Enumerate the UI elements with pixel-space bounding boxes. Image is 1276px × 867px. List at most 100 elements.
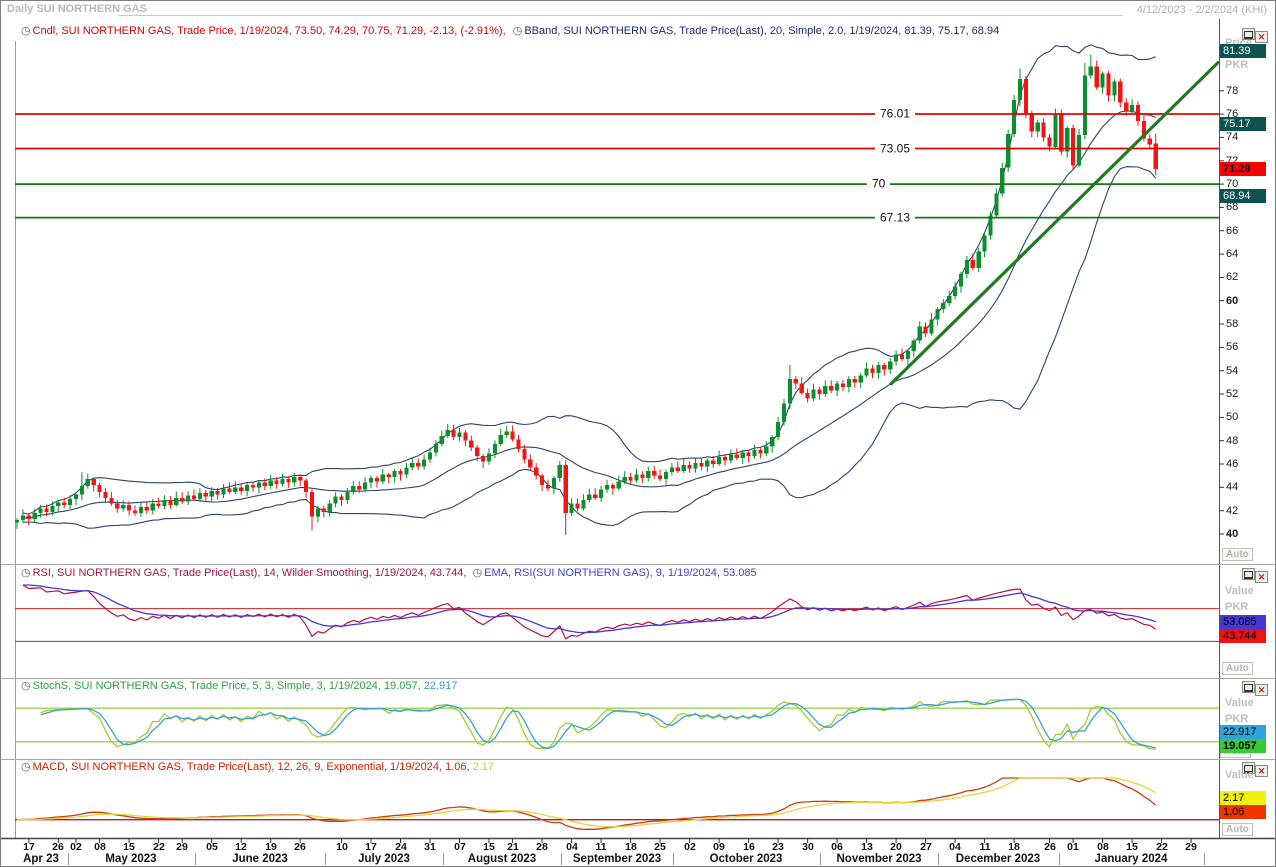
price-axis-currency: PKR [1225,59,1249,71]
stoch-axis-title: Value [1225,697,1254,709]
date-axis-tick: 22 [153,841,165,853]
price-badge: 68.94 [1220,189,1266,203]
date-axis-tick: 26 [294,841,306,853]
level-label-76-01[interactable]: 76.01 [875,106,916,121]
stoch-settings-icon[interactable]: ◷ [21,680,31,692]
date-axis-tick: 05 [206,841,218,853]
month-label: September 2023 [572,853,662,865]
price-axis-tick: 66 [1226,225,1239,237]
bband-settings-icon[interactable]: ◷ [512,25,523,37]
macd-signal-value: 2.17 [472,761,495,773]
candles-layer [14,54,1158,536]
minimize-icon[interactable] [1242,568,1255,580]
date-axis-tick: 12 [235,841,247,853]
trendline[interactable] [889,60,1221,386]
close-icon[interactable]: ✕ [1255,684,1268,696]
date-axis-tick: 23 [772,841,784,853]
stoch-axis-currency: PKR [1225,713,1249,725]
month-label: Apr 23 [23,853,59,865]
month-label: May 2023 [105,853,157,865]
cndl-settings-icon[interactable]: ◷ [21,25,31,37]
date-axis-tick: 20 [890,841,902,853]
date-axis-tick: 29 [1185,841,1197,853]
date-axis-tick: 08 [1097,841,1109,853]
date-axis-tick: 18 [1008,841,1020,853]
date-axis-tick: 25 [654,841,666,853]
structure-lines [1,15,1275,840]
close-icon[interactable]: ✕ [1255,765,1268,777]
date-axis-tick: 15 [1126,841,1138,853]
price-axis-tick: 40 [1226,528,1239,540]
level-label-73-05[interactable]: 73.05 [875,141,916,156]
ema-settings-icon[interactable]: ◷ [472,567,483,579]
month-separator [1204,853,1205,865]
macd-axis-title: Value [1225,769,1254,781]
indicator-badge: 43.744 [1220,629,1266,643]
date-axis-tick: 10 [336,841,348,853]
macd-window-controls: ✕ [1242,761,1268,779]
minimize-icon[interactable] [1242,762,1255,774]
window-title: Daily SUI NORTHERN GAS [7,3,147,15]
date-axis-tick: 26 [52,841,64,853]
macd-legend: MACD, SUI NORTHERN GAS, Trade Price(Last… [32,761,470,773]
indicator-badge: 19.057 [1220,739,1266,753]
rsi-axis-currency: PKR [1225,601,1249,613]
macd-auto-button[interactable]: Auto [1222,823,1253,836]
date-axis-tick: 06 [831,841,843,853]
minimize-icon[interactable] [1242,681,1255,693]
level-label-70[interactable]: 70 [867,176,891,191]
close-icon[interactable]: ✕ [1255,31,1268,43]
stoch-window-controls: ✕ [1242,680,1268,698]
date-axis-tick: 02 [70,841,82,853]
month-label: July 2023 [358,853,410,865]
ema-legend: EMA, RSI(SUI NORTHERN GAS), 9, 1/19/2024… [484,567,757,579]
date-axis-tick: 19 [265,841,277,853]
close-icon[interactable]: ✕ [1255,571,1268,583]
price-axis-tick: 42 [1226,505,1239,517]
price-axis-tick: 56 [1226,341,1239,353]
price-axis-tick: 46 [1226,458,1239,470]
month-label: January 2024 [1094,853,1168,865]
minimize-icon[interactable] [1242,28,1255,40]
level-label-67-13[interactable]: 67.13 [875,210,916,225]
date-axis-tick: 18 [625,841,637,853]
indicator-badge: 22.917 [1220,725,1266,739]
indicator-badge: 1.06 [1220,805,1266,819]
date-axis-tick: 08 [94,841,106,853]
date-axis-tick: 11 [595,841,607,853]
date-axis-tick: 28 [536,841,548,853]
price-axis-tick: 52 [1226,388,1239,400]
month-label: August 2023 [467,853,537,865]
month-separator [443,853,444,865]
price-badge: 71.29 [1220,162,1266,176]
macd-plot [15,777,1219,830]
rsi-auto-button[interactable]: Auto [1222,662,1253,675]
month-separator [1059,853,1060,865]
date-range-label: 4/12/2023 - 2/2/2024 (KHI) [1136,4,1267,16]
month-label: October 2023 [709,853,783,865]
month-separator [68,853,69,865]
stochs-legend: StochS, SUI NORTHERN GAS, Trade Price, 5… [32,680,421,692]
date-axis-tick: 13 [861,841,873,853]
date-axis-tick: 27 [920,841,932,853]
rsi-settings-icon[interactable]: ◷ [21,567,31,579]
macd-legend-row: ◷ MACD, SUI NORTHERN GAS, Trade Price(Las… [21,760,494,773]
price-axis-tick: 70 [1226,178,1239,190]
stoch-plot [15,698,1219,750]
date-axis-tick: 04 [566,841,578,853]
month-separator [195,853,196,865]
rsi-axis-title: Value [1225,585,1254,597]
month-label: June 2023 [232,853,288,865]
date-axis-tick: 30 [802,841,814,853]
main-auto-button[interactable]: Auto [1222,548,1253,561]
date-axis-tick: 31 [424,841,436,853]
month-separator [561,853,562,865]
bband-legend: BBand, SUI NORTHERN GAS, Trade Price(Las… [524,25,1000,37]
macd-settings-icon[interactable]: ◷ [21,761,31,773]
price-axis-tick: 50 [1226,411,1239,423]
price-axis-tick: 68 [1226,201,1239,213]
stoch-legend-row: ◷ StochS, SUI NORTHERN GAS, Trade Price, … [21,679,457,692]
date-axis-tick: 09 [713,841,725,853]
